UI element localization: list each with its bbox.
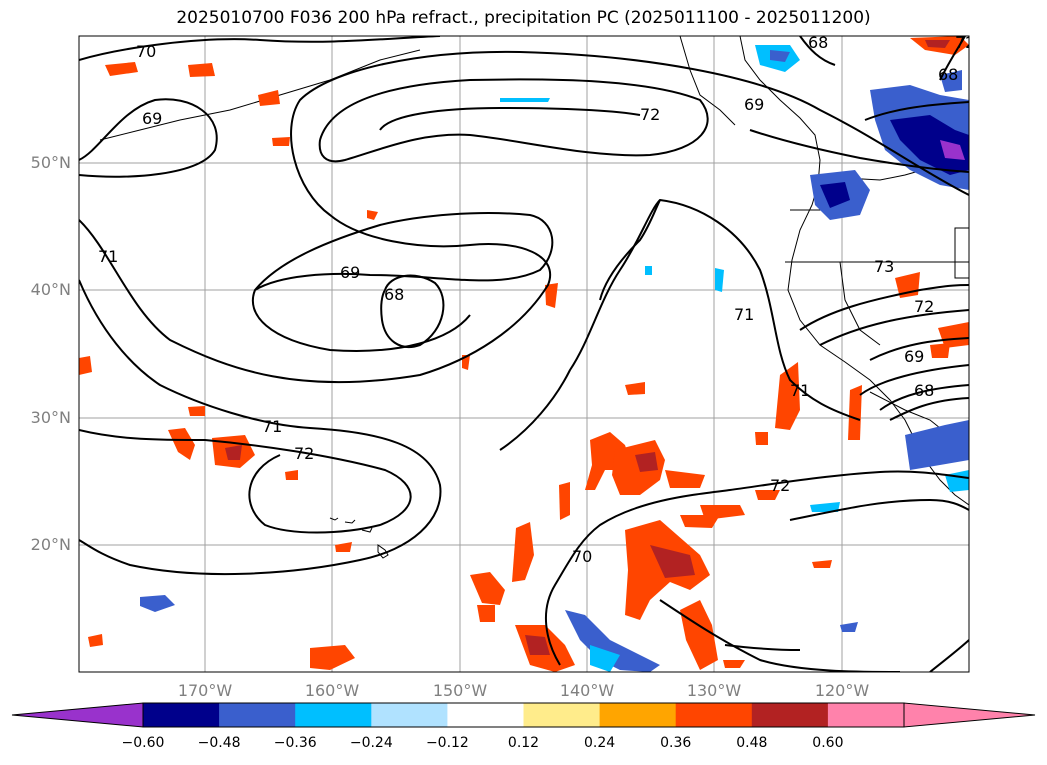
colorbar-segment: [295, 703, 372, 727]
colorbar-tick-label: −0.60: [121, 735, 165, 751]
contour-label: 72: [294, 444, 314, 463]
colorbar-high-extend: [903, 702, 1036, 728]
contour-label: 70: [572, 547, 592, 566]
colorbar-segment: [447, 703, 524, 727]
hawaii-islands: [329, 517, 389, 559]
map-plot: 70 69 71 69 68 71 72 72 70 69 72 68 68 7…: [78, 33, 975, 673]
contour-label: 68: [938, 65, 958, 84]
lat-label-40n: 40°N: [30, 280, 71, 299]
lon-label-160w: 160°W: [304, 681, 360, 700]
contour-label: 72: [955, 33, 975, 52]
colorbar-segment: [599, 703, 677, 727]
colorbar-segment: [751, 703, 829, 727]
contour-label: 71: [262, 417, 282, 436]
contour-label: 73: [874, 257, 894, 276]
colorbar-segment: [371, 703, 448, 727]
contour-label: 68: [914, 381, 934, 400]
lon-label-170w: 170°W: [177, 681, 233, 700]
colorbar-tick-label: 0.60: [812, 735, 844, 751]
colorbar-tick-label: −0.48: [197, 735, 241, 751]
contour-label: 71: [790, 381, 810, 400]
contour-label: 72: [770, 476, 790, 495]
refractivity-contours: [79, 36, 969, 672]
lat-label-50n: 50°N: [30, 153, 71, 172]
colorbar-segment: [523, 703, 601, 727]
colorbar-tick-label: 0.36: [660, 735, 692, 751]
lon-label-140w: 140°W: [559, 681, 615, 700]
colorbar-segment: [143, 703, 220, 727]
colorbar-low-extend: [11, 702, 144, 728]
contour-label: 69: [142, 109, 162, 128]
colorbar-tick-label: −0.24: [349, 735, 393, 751]
contour-label: 72: [914, 297, 934, 316]
contour-label: 72: [640, 105, 660, 124]
contour-label: 69: [744, 95, 764, 114]
lat-label-30n: 30°N: [30, 408, 71, 427]
contour-labels: 70 69 71 69 68 71 72 72 70 69 72 68 68 7…: [98, 33, 975, 566]
contour-label: 69: [904, 347, 924, 366]
colorbar-tick-label: −0.36: [273, 735, 317, 751]
colorbar: [11, 702, 1036, 728]
colorbar-tick-label: 0.12: [507, 735, 540, 751]
colorbar-tick-label: 0.24: [584, 735, 616, 751]
contour-label: 71: [98, 247, 118, 266]
colorbar-segment: [675, 703, 753, 727]
contour-label: 70: [136, 42, 156, 61]
colorbar-segment: [827, 703, 905, 727]
lat-label-20n: 20°N: [30, 535, 71, 554]
precip-positive: [79, 36, 969, 672]
colorbar-segment: [219, 703, 296, 727]
lon-label-130w: 130°W: [686, 681, 742, 700]
contour-label: 69: [340, 263, 360, 282]
map-frame: [78, 35, 970, 673]
map-title: 2025010700 F036 200 hPa refract., precip…: [176, 8, 871, 28]
graticule: [79, 36, 969, 672]
colorbar-frame: [142, 702, 905, 728]
contour-label: 71: [734, 305, 754, 324]
colorbar-tick-label: 0.48: [736, 735, 768, 751]
contour-label: 68: [808, 33, 828, 52]
lon-label-150w: 150°W: [432, 681, 488, 700]
contour-label: 68: [384, 285, 404, 304]
lon-label-120w: 120°W: [814, 681, 870, 700]
colorbar-tick-label: −0.12: [425, 735, 469, 751]
